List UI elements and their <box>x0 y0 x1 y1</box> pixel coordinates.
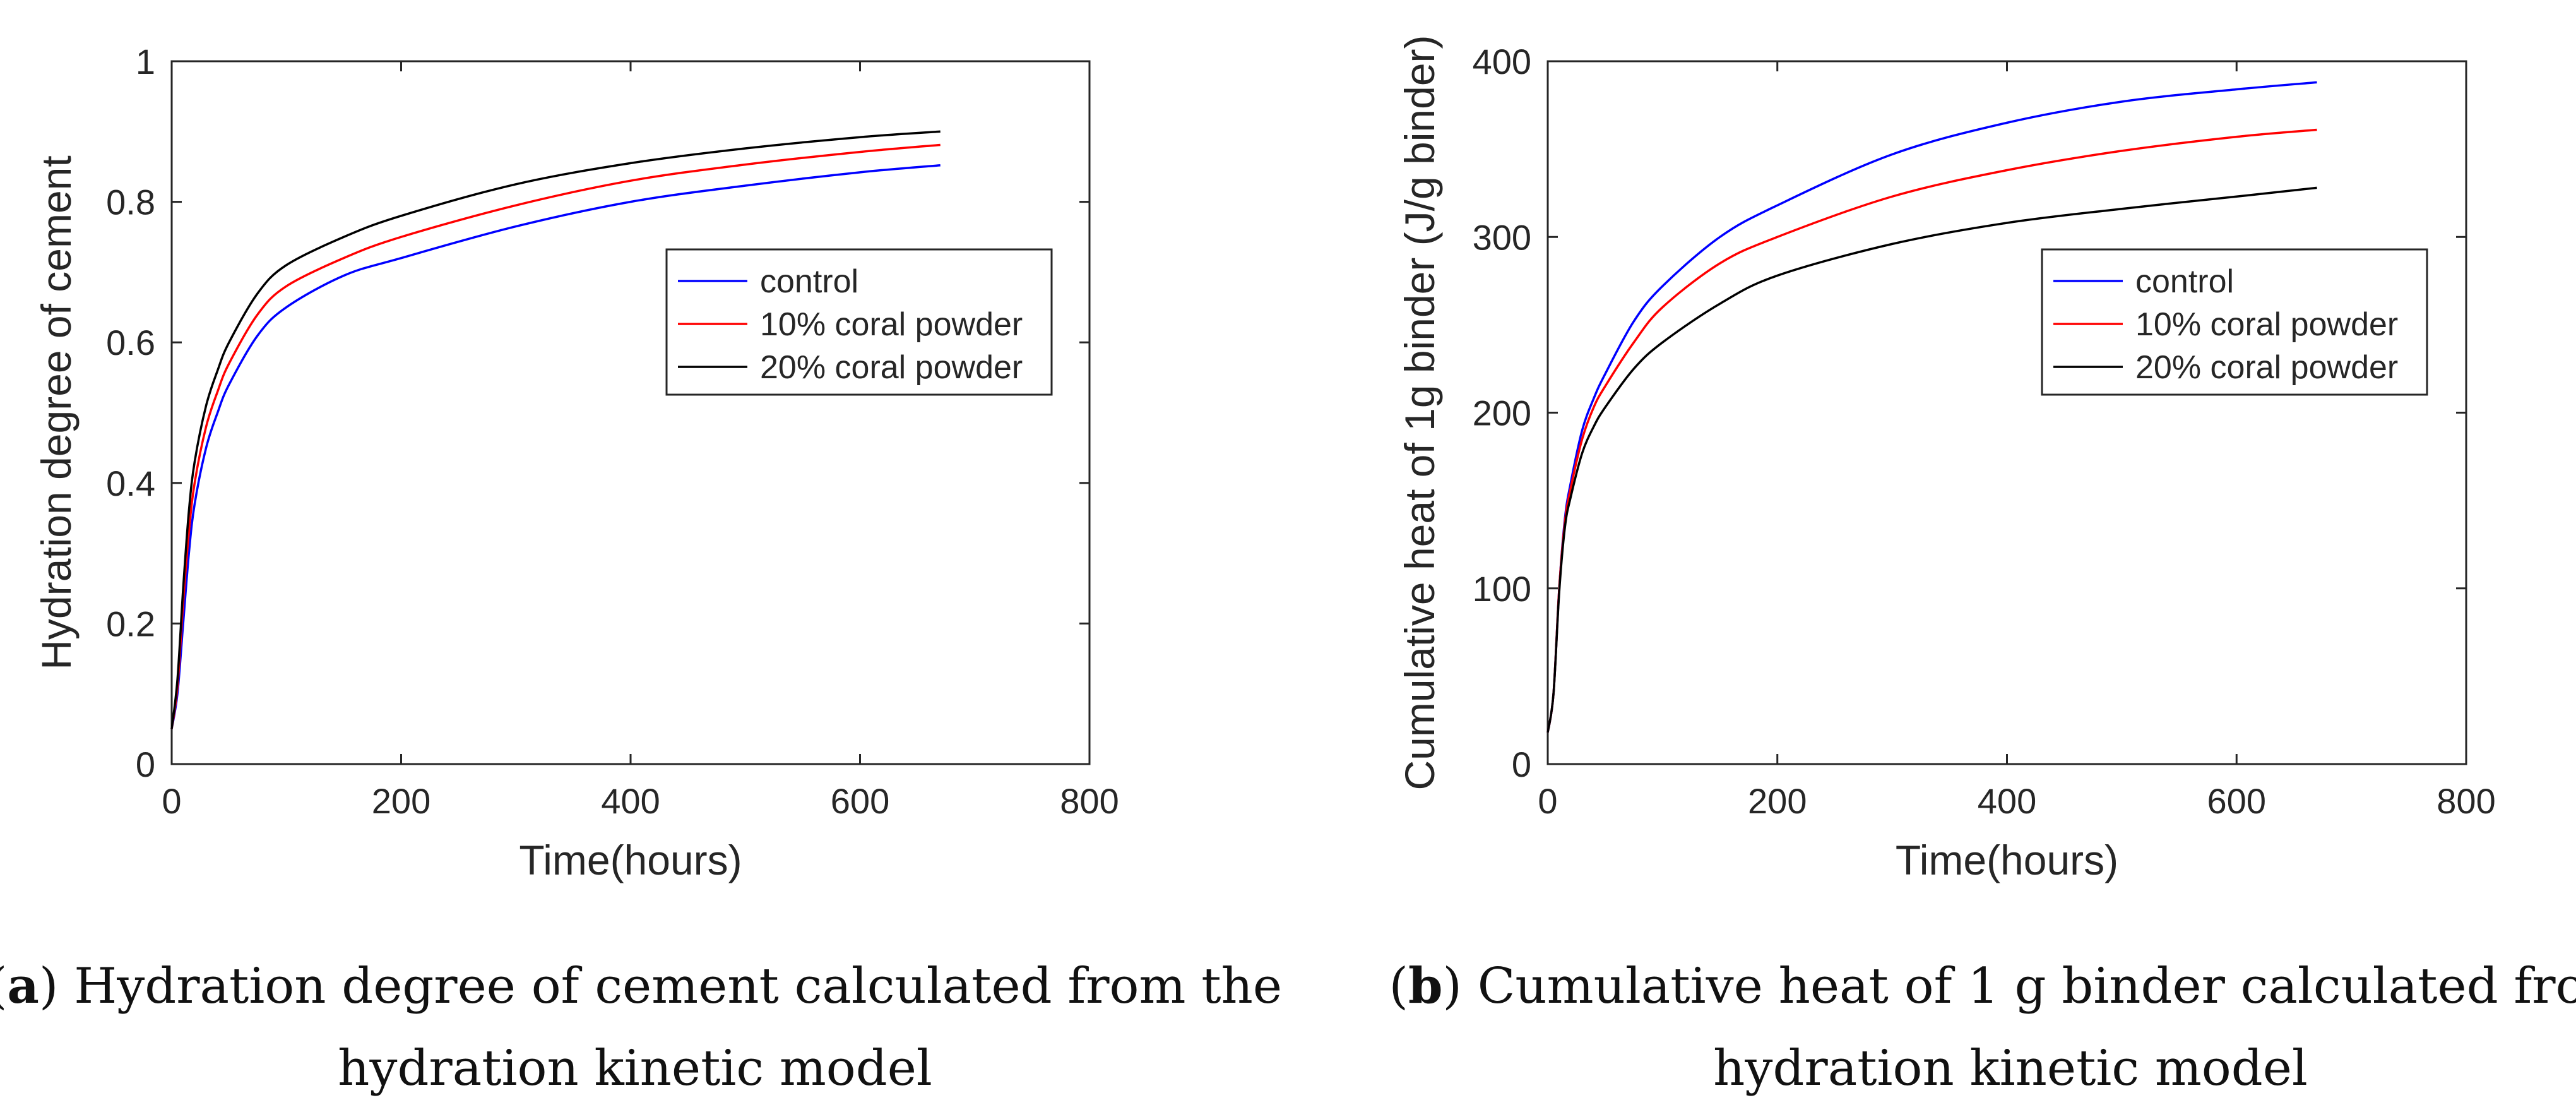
y-tick-label: 300 <box>1473 217 1531 257</box>
caption-b-line1: (b) Cumulative heat of 1 g binder calcul… <box>1389 957 2576 1015</box>
legend: control 10% coral powder 20% coral powder <box>2041 248 2428 396</box>
y-tick-label: 1 <box>136 42 155 81</box>
y-tick-label: 0.2 <box>106 604 155 643</box>
series-line-10-coral-powder <box>170 143 941 729</box>
series-line-control <box>170 164 941 729</box>
caption-b-line2: hydration kinetic model <box>1713 1040 2308 1097</box>
plot-area <box>170 60 1091 765</box>
x-tick-label: 200 <box>372 781 430 821</box>
legend-box <box>665 248 1053 396</box>
y-tick-label: 0.8 <box>106 182 155 222</box>
y-tick-label: 0 <box>1512 744 1531 784</box>
y-axis-label: Hydration degree of cement <box>33 155 80 669</box>
legend-label: 20% coral powder <box>2135 349 2398 386</box>
x-tick-label: 200 <box>1748 781 1807 821</box>
series-line-20-coral-powder <box>170 130 941 729</box>
caption-b-text: Cumulative heat of 1 g binder calculated… <box>1478 958 2576 1015</box>
x-tick-label: 600 <box>2207 781 2266 821</box>
x-tick-label: 800 <box>1060 781 1119 821</box>
legend-label: 10% coral powder <box>2135 306 2398 343</box>
legend-box <box>2041 248 2428 396</box>
caption-b: (b) Cumulative heat of 1 g binder calcul… <box>1389 957 2576 1097</box>
y-tick-label: 0 <box>136 744 155 784</box>
x-tick-label: 600 <box>831 781 889 821</box>
legend: control 10% coral powder 20% coral powder <box>665 248 1053 396</box>
x-tick-label: 400 <box>1978 781 2036 821</box>
y-tick-label: 400 <box>1473 42 1531 81</box>
y-tick-label: 0.6 <box>106 323 155 362</box>
x-axis-label: Time(hours) <box>519 837 742 883</box>
series-line-20-coral-powder <box>1546 186 2317 733</box>
caption-a-text: Hydration degree of cement calculated fr… <box>74 958 1282 1015</box>
legend-label: 20% coral powder <box>760 349 1023 386</box>
legend-label: control <box>760 263 858 300</box>
x-tick-label: 800 <box>2437 781 2495 821</box>
x-tick-label: 0 <box>1538 781 1557 821</box>
caption-b-label: b <box>1408 957 1443 1015</box>
legend-label: 10% coral powder <box>760 306 1023 343</box>
y-tick-label: 100 <box>1473 569 1531 609</box>
x-tick-label: 400 <box>601 781 660 821</box>
y-tick-label: 0.4 <box>106 463 155 503</box>
plot-area <box>1546 60 2467 765</box>
y-axis-label: Cumulative heat of 1g binder (J/g binder… <box>1396 35 1443 791</box>
legend-label: control <box>2135 263 2234 300</box>
chart-a: 0 200 400 600 800 0 0.2 0.4 0.6 0.8 1 Time(hours) Hy… <box>33 42 1119 883</box>
caption-a-label: a <box>7 957 39 1015</box>
y-tick-label: 200 <box>1473 393 1531 433</box>
caption-a: (a) Hydration degree of cement calculate… <box>0 957 1282 1097</box>
chart-b: 0 200 400 600 800 0 100 200 300 400 Time(hours) Cum… <box>1396 35 2496 884</box>
caption-a-line2: hydration kinetic model <box>338 1040 932 1097</box>
x-tick-label: 0 <box>162 781 181 821</box>
caption-a-line1: (a) Hydration degree of cement calculate… <box>0 957 1282 1015</box>
x-axis-label: Time(hours) <box>1896 837 2118 883</box>
